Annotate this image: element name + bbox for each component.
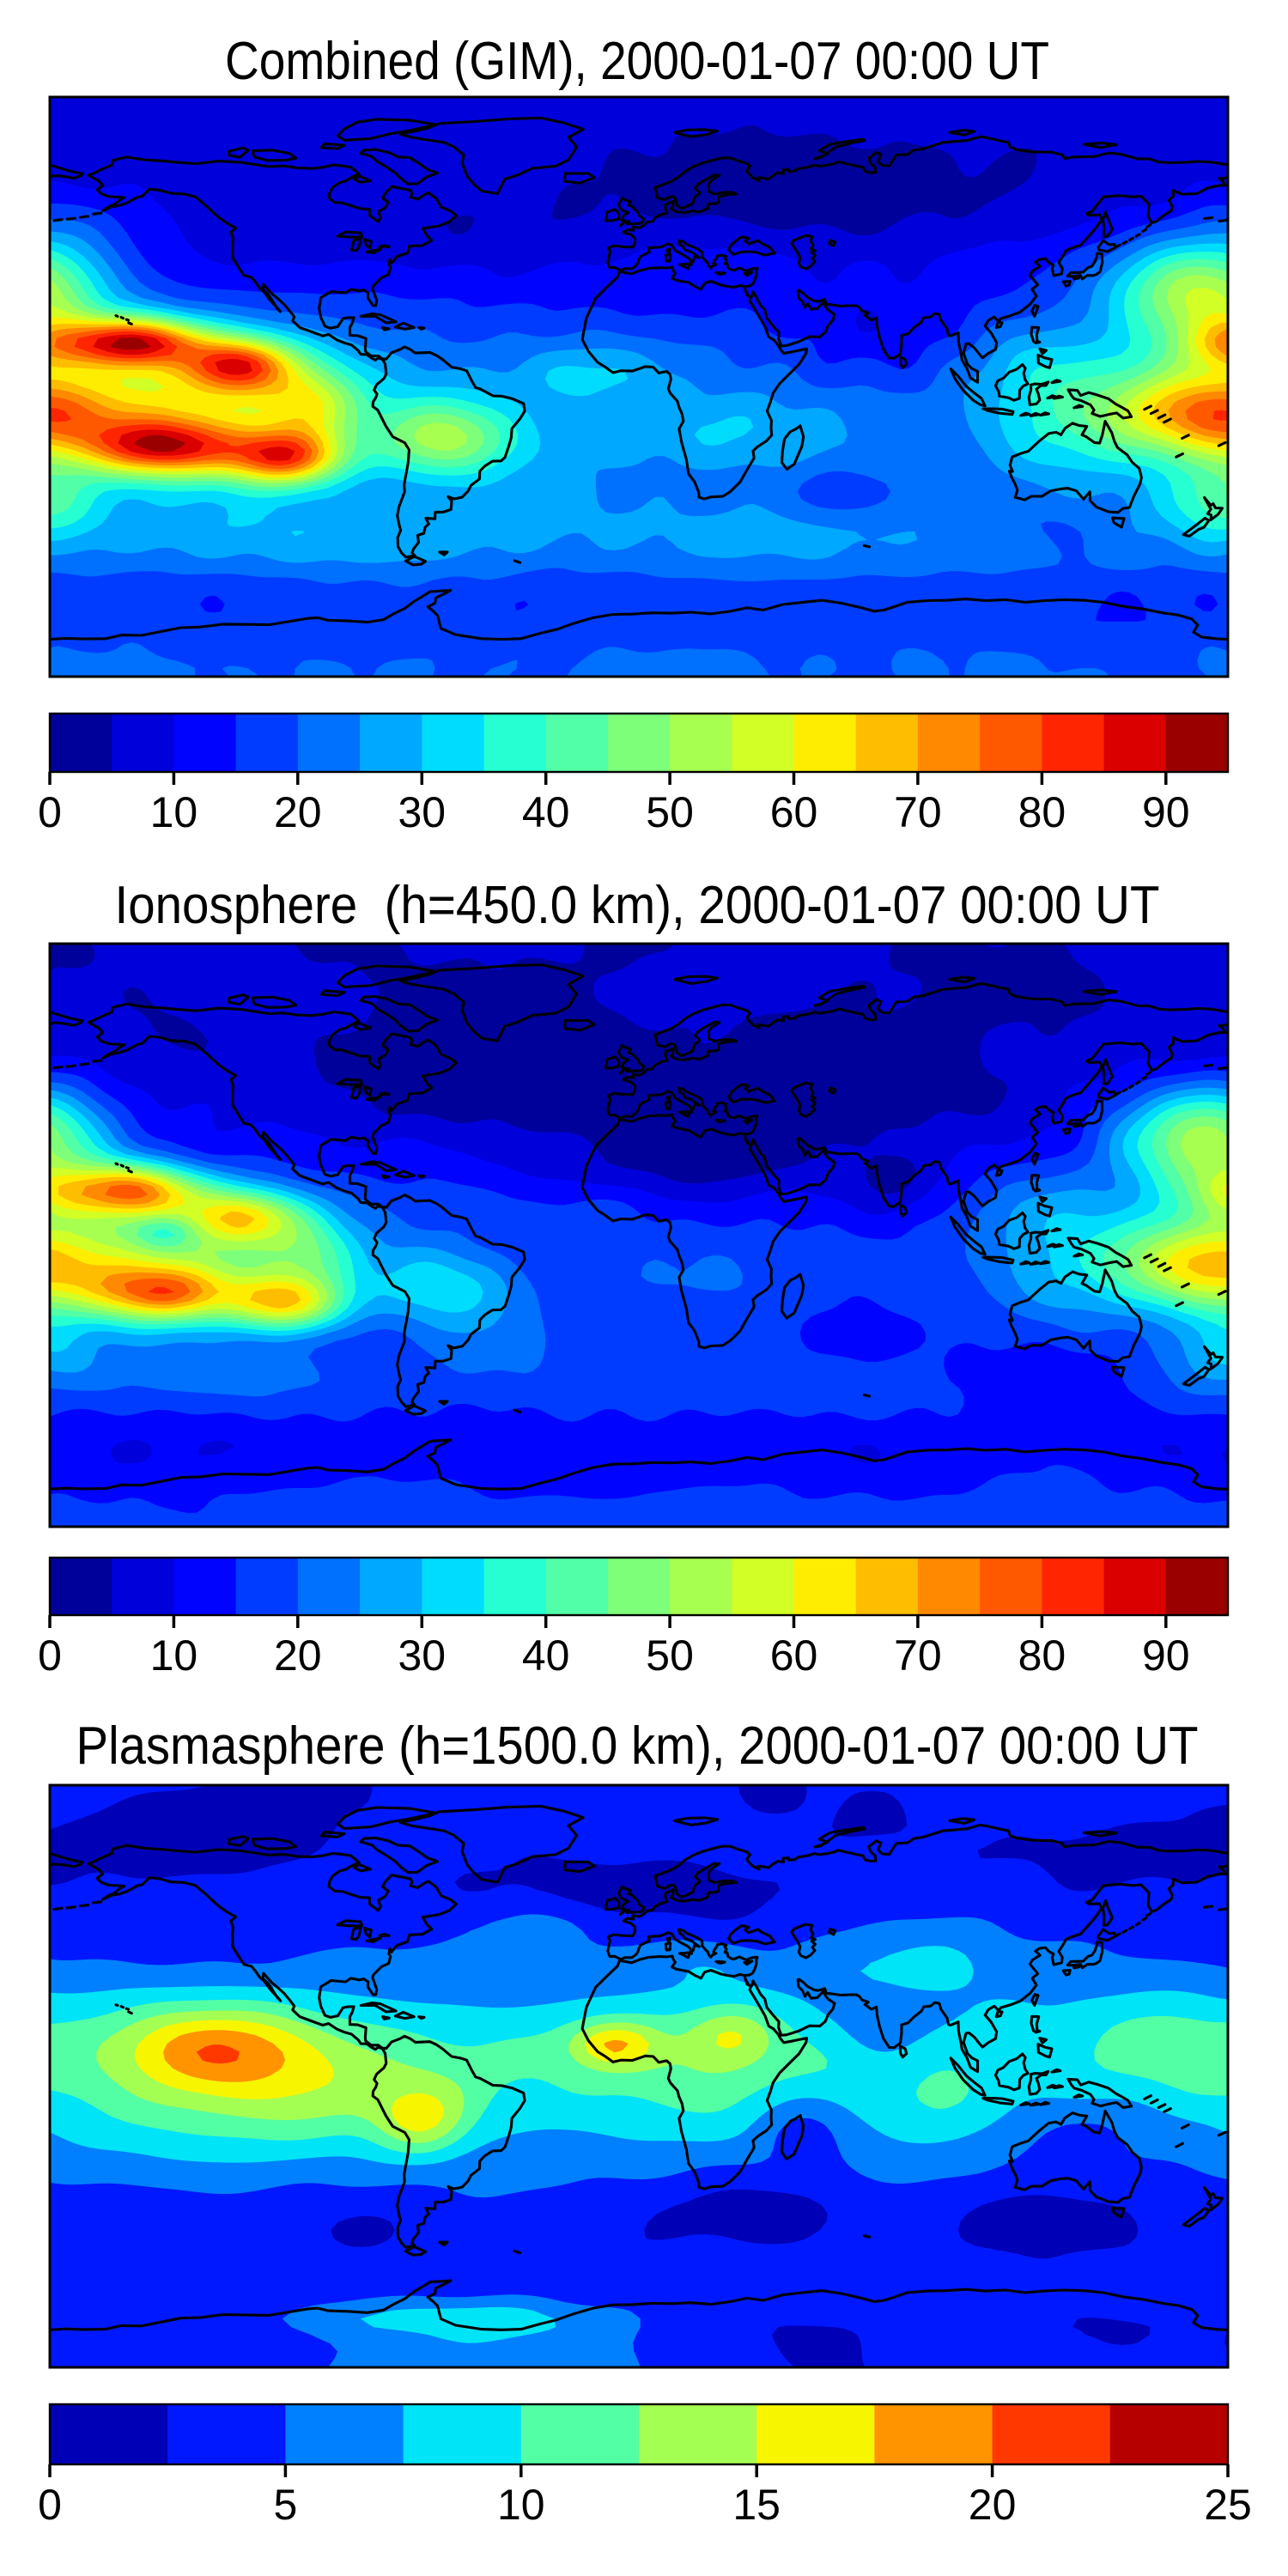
svg-text:60: 60 <box>770 1631 818 1680</box>
svg-text:25: 25 <box>1204 2481 1252 2529</box>
svg-text:Ionosphere (h=450.0 km), 2000: Ionosphere (h=450.0 km), 2000-01-07 00:0… <box>115 876 1160 935</box>
svg-text:0: 0 <box>38 1631 62 1680</box>
svg-text:50: 50 <box>646 1631 694 1680</box>
svg-text:0: 0 <box>38 788 62 836</box>
svg-text:30: 30 <box>398 788 446 836</box>
svg-text:10: 10 <box>150 1631 198 1680</box>
svg-text:80: 80 <box>1018 1631 1066 1680</box>
svg-text:Plasmasphere (h=1500.0 km), 20: Plasmasphere (h=1500.0 km), 2000-01-07 0… <box>76 1716 1199 1776</box>
svg-text:10: 10 <box>497 2481 545 2529</box>
svg-text:40: 40 <box>522 1631 570 1680</box>
svg-text:20: 20 <box>969 2481 1017 2529</box>
svg-text:40: 40 <box>522 788 570 836</box>
svg-text:20: 20 <box>274 1631 322 1680</box>
svg-text:30: 30 <box>398 1631 446 1680</box>
svg-text:Combined (GIM), 2000-01-07 00:: Combined (GIM), 2000-01-07 00:00 UT <box>225 32 1049 91</box>
svg-text:90: 90 <box>1142 1631 1190 1680</box>
svg-text:70: 70 <box>894 1631 942 1680</box>
svg-text:20: 20 <box>274 788 322 836</box>
svg-text:50: 50 <box>646 788 694 836</box>
svg-text:80: 80 <box>1018 788 1066 836</box>
svg-text:60: 60 <box>770 788 818 836</box>
svg-text:5: 5 <box>273 2481 297 2529</box>
svg-text:10: 10 <box>150 788 198 836</box>
svg-text:0: 0 <box>38 2481 62 2529</box>
svg-text:90: 90 <box>1142 788 1190 836</box>
svg-text:70: 70 <box>894 788 942 836</box>
svg-text:15: 15 <box>732 2481 781 2529</box>
